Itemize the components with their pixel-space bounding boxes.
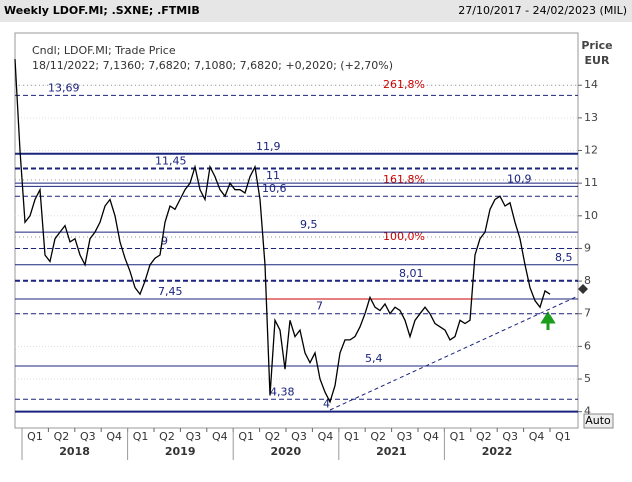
- level-label: 8,5: [555, 251, 573, 264]
- x-tick-label: Q2: [476, 430, 492, 443]
- x-year-label: 2018: [59, 445, 90, 458]
- level-label: 10,9: [507, 172, 532, 185]
- y-axis-title: Price: [581, 39, 612, 52]
- y-tick-label: 11: [584, 176, 598, 189]
- level-label: 8,01: [399, 267, 424, 280]
- y-tick-label: 7: [584, 307, 591, 320]
- chart-title: Weekly LDOF.MI; .SXNE; .FTMIB: [4, 4, 200, 17]
- plot-area: [14, 32, 579, 429]
- legend-line: Cndl; LDOF.MI; Trade Price: [32, 44, 176, 57]
- auto-button-label[interactable]: Auto: [585, 414, 611, 427]
- x-tick-label: Q3: [186, 430, 202, 443]
- x-tick-label: Q1: [238, 430, 254, 443]
- x-tick-label: Q4: [529, 430, 545, 443]
- x-tick-label: Q1: [27, 430, 43, 443]
- x-year-label: 2021: [376, 445, 407, 458]
- y-tick-label: 4: [584, 405, 591, 418]
- x-tick-label: Q1: [133, 430, 149, 443]
- x-tick-label: Q3: [291, 430, 307, 443]
- level-label: 7,45: [158, 285, 183, 298]
- level-label: 11: [266, 169, 280, 182]
- level-label: 11,45: [155, 154, 187, 167]
- x-tick-label: Q3: [502, 430, 518, 443]
- fib-label: 161,8%: [383, 173, 425, 186]
- y-tick-label: 14: [584, 78, 598, 91]
- x-tick-label: Q1: [344, 430, 360, 443]
- y-tick-label: 13: [584, 111, 598, 124]
- x-tick-label: Q4: [423, 430, 439, 443]
- fib-label: 100,0%: [383, 230, 425, 243]
- last-price-marker: [578, 284, 588, 294]
- level-label: 4,38: [270, 385, 295, 398]
- x-year-label: 2019: [165, 445, 196, 458]
- x-tick-label: Q2: [159, 430, 175, 443]
- trend-line: [329, 295, 579, 411]
- level-label: 4: [323, 398, 330, 411]
- y-tick-label: 10: [584, 209, 598, 222]
- y-tick-label: 5: [584, 372, 591, 385]
- level-label: 7: [316, 300, 323, 313]
- price-line: [14, 59, 551, 404]
- x-tick-label: Q1: [555, 430, 571, 443]
- x-tick-label: Q2: [265, 430, 281, 443]
- auto-button[interactable]: [583, 413, 614, 429]
- x-year-label: 2022: [482, 445, 513, 458]
- y-axis-unit: EUR: [585, 54, 610, 67]
- x-tick-label: Q1: [450, 430, 466, 443]
- level-label: 13,69: [48, 81, 80, 94]
- x-tick-label: Q4: [318, 430, 334, 443]
- fib-label: 261,8%: [383, 78, 425, 91]
- x-tick-label: Q4: [106, 430, 122, 443]
- x-tick-label: Q3: [80, 430, 96, 443]
- y-tick-label: 8: [584, 274, 591, 287]
- level-label: 9,5: [300, 218, 318, 231]
- y-tick-label: 6: [584, 339, 591, 352]
- x-tick-label: Q2: [54, 430, 70, 443]
- x-tick-label: Q4: [212, 430, 228, 443]
- level-label: 11,9: [256, 140, 281, 153]
- x-tick-label: Q3: [397, 430, 413, 443]
- x-tick-label: Q2: [370, 430, 386, 443]
- level-label: 10,6: [262, 182, 287, 195]
- up-arrow: [540, 311, 556, 330]
- y-tick-label: 9: [584, 241, 591, 254]
- date-range: 27/10/2017 - 24/02/2023 (MIL): [458, 4, 627, 17]
- x-year-label: 2020: [270, 445, 301, 458]
- y-tick-label: 12: [584, 144, 598, 157]
- header-bar: [0, 0, 632, 22]
- level-label: 5,4: [365, 352, 383, 365]
- level-label: 9: [161, 234, 168, 247]
- legend-line: 18/11/2022; 7,1360; 7,6820; 7,1080; 7,68…: [32, 59, 393, 72]
